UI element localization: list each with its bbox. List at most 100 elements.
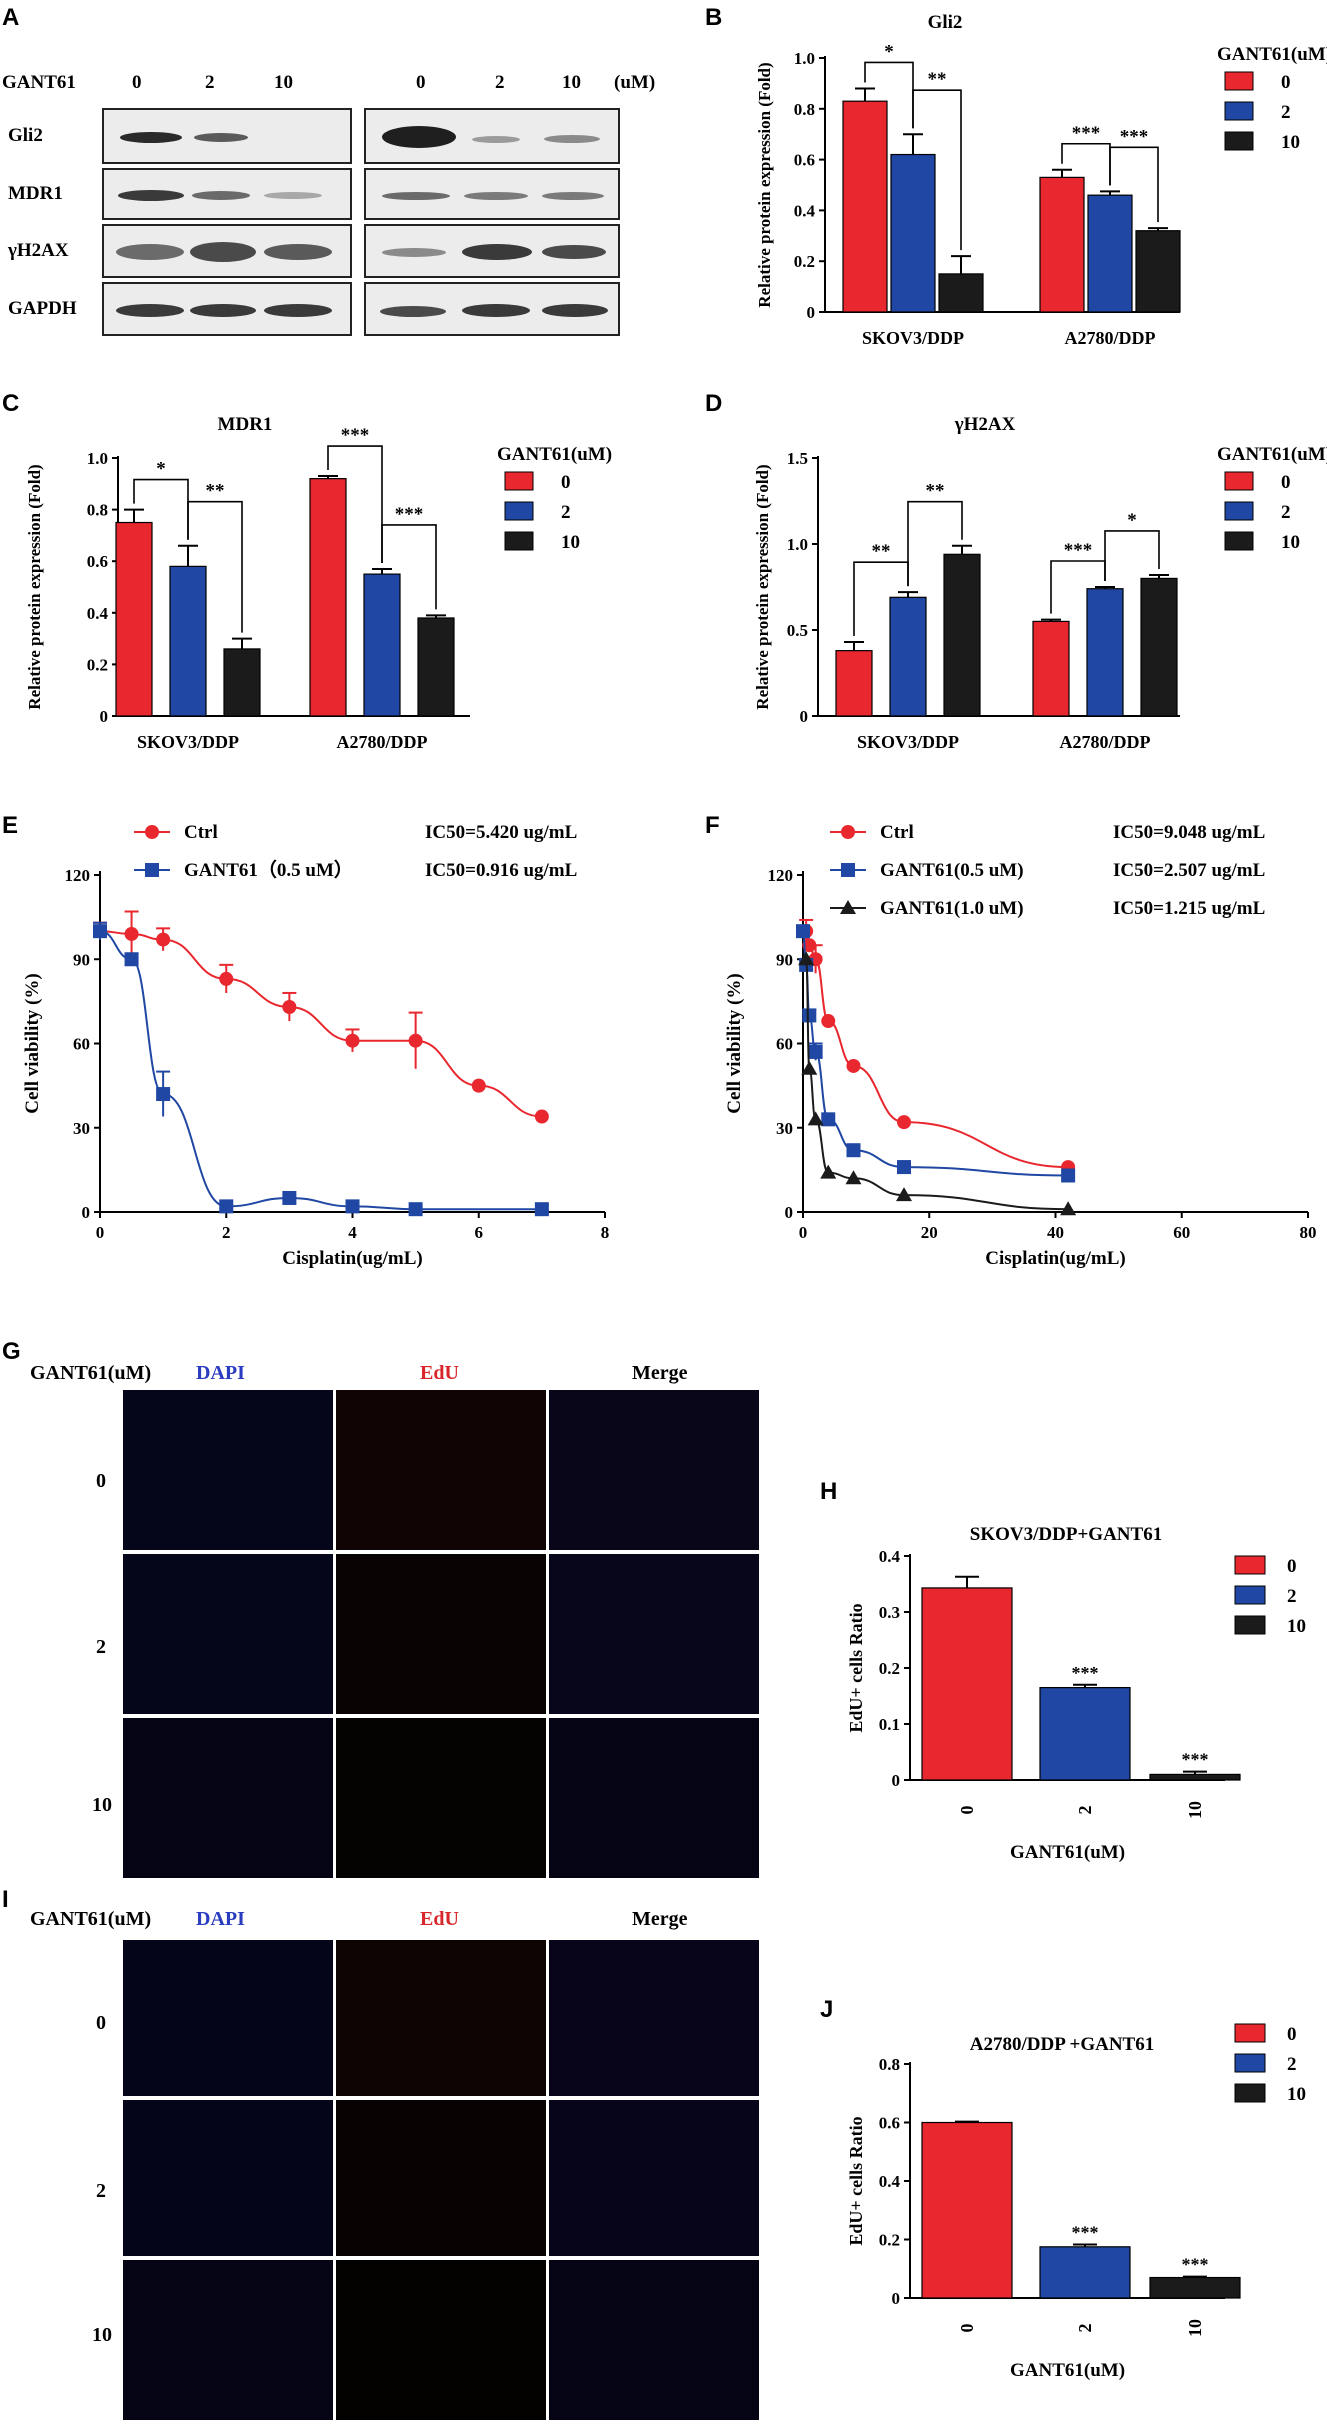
B-ytick-label-2: 0.4 xyxy=(794,201,816,220)
panel-letter-j: J xyxy=(820,1996,834,2023)
E-point-1-3 xyxy=(219,1199,234,1214)
F-point-2-3 xyxy=(820,1164,837,1179)
C-bracket-3 xyxy=(381,524,437,610)
J-ylabel: EdU+ cells Ratio xyxy=(846,2116,866,2245)
B-legend-swatch-2 xyxy=(1224,101,1254,121)
E-ytick-label-0: 0 xyxy=(82,1203,91,1222)
wb-box-gli2-left xyxy=(102,108,352,164)
F-curve-2 xyxy=(805,958,1069,1211)
E-point-0-6 xyxy=(408,1033,423,1048)
i-img-2-edu xyxy=(336,2100,546,2256)
B-sig-2: *** xyxy=(1072,123,1101,144)
B-ytick-label-0: 0 xyxy=(807,303,816,322)
panel-letter-g: G xyxy=(2,1338,21,1365)
D-legend-swatch-2 xyxy=(1224,501,1254,521)
i-col-edu: EdU xyxy=(420,1908,459,1930)
H-sig-2: *** xyxy=(1182,1750,1209,1770)
E-xtick-label-3: 6 xyxy=(475,1223,484,1242)
C-ytick-label-4: 0.8 xyxy=(87,501,108,520)
F-point-2-6 xyxy=(1060,1201,1077,1216)
wb-row-gapdh: GAPDH xyxy=(8,298,77,319)
D-ytick-label-2: 1.0 xyxy=(787,535,808,554)
wb-box-gapdh-left xyxy=(102,282,352,336)
C-ytick-label-3: 0.6 xyxy=(87,552,108,571)
C-sig-1: ** xyxy=(206,481,225,502)
F-ytick-label-1: 30 xyxy=(776,1119,793,1138)
C-bar-skov3ddp-0 xyxy=(115,521,153,717)
D-sig-0: ** xyxy=(872,541,891,562)
C-legend-swatch-10 xyxy=(504,531,534,551)
D-legend-label-0: 0 xyxy=(1281,472,1291,493)
E-point-1-7 xyxy=(534,1202,549,1217)
H-legend-swatch-0 xyxy=(1234,1555,1266,1575)
g-row-header: GANT61(uM) xyxy=(30,1362,152,1384)
B-category-1: A2780/DDP xyxy=(1065,328,1156,348)
panel-letter-b: B xyxy=(705,4,723,31)
g-img-2-merge xyxy=(549,1554,759,1714)
i-img-2-merge xyxy=(549,2100,759,2256)
E-xtick-label-2: 4 xyxy=(348,1223,357,1242)
B-bar-skov3ddp-2 xyxy=(890,153,936,313)
C-bar-a2780ddp-10 xyxy=(417,617,455,717)
D-sig-1: ** xyxy=(926,481,945,502)
C-bracket-1 xyxy=(187,500,243,633)
E-point-1-2 xyxy=(156,1087,171,1102)
C-ylabel: Relative protein expression (Fold) xyxy=(25,464,44,709)
B-sig-3: *** xyxy=(1120,126,1149,147)
E-xtick-label-1: 2 xyxy=(222,1223,231,1242)
E-legend-marker-0 xyxy=(145,825,159,839)
F-point-2-4 xyxy=(845,1170,862,1185)
D-sig-2: *** xyxy=(1064,540,1093,561)
B-ytick-label-4: 0.8 xyxy=(794,100,815,119)
E-point-0-7 xyxy=(471,1078,486,1093)
i-img-0-merge xyxy=(549,1940,759,2096)
B-legend-swatch-0 xyxy=(1224,71,1254,91)
i-img-10-merge xyxy=(549,2260,759,2420)
J-legend-label-2: 2 xyxy=(1287,2054,1297,2075)
panel-letter-f: F xyxy=(705,812,720,839)
C-ytick-label-0: 0 xyxy=(100,707,109,726)
J-sig-2: *** xyxy=(1182,2255,1209,2275)
C-sig-0: * xyxy=(156,459,166,480)
B-ylabel: Relative protein expression (Fold) xyxy=(755,62,774,307)
wb-unit: (uM) xyxy=(614,72,656,93)
E-legend-marker-1 xyxy=(145,863,159,877)
g-img-2-edu xyxy=(336,1554,546,1714)
F-legend-name-1: GANT61(0.5 uM) xyxy=(880,860,1024,881)
F-point-1-3 xyxy=(808,1044,823,1059)
i-row-0: 0 xyxy=(96,2012,106,2034)
i-col-dapi: DAPI xyxy=(196,1908,245,1930)
D-bar-skov3ddp-2 xyxy=(889,596,927,717)
B-bar-a2780ddp-10 xyxy=(1135,230,1181,313)
i-img-2-dapi xyxy=(123,2100,333,2256)
J-ytick-label-2: 0.4 xyxy=(879,2172,901,2191)
J-xtick-label-2: 10 xyxy=(1185,2319,1205,2337)
J-ytick-label-3: 0.6 xyxy=(879,2114,900,2133)
H-ytick-label-0: 0 xyxy=(892,1771,901,1790)
B-bar-skov3ddp-10 xyxy=(938,273,984,313)
wb-dose-4: 0 xyxy=(416,72,426,93)
B-legend-title: GANT61(uM) xyxy=(1217,44,1327,65)
D-ytick-label-0: 0 xyxy=(800,707,809,726)
wb-row-mdr1: MDR1 xyxy=(8,183,63,204)
H-xtick-label-1: 2 xyxy=(1075,1806,1095,1815)
F-xtick-label-3: 60 xyxy=(1173,1223,1190,1242)
F-legend-name-0: Ctrl xyxy=(880,822,914,843)
g-col-dapi: DAPI xyxy=(196,1362,245,1384)
D-ytick-label-1: 0.5 xyxy=(787,621,808,640)
F-point-2-0 xyxy=(798,951,815,966)
g-img-10-edu xyxy=(336,1718,546,1878)
F-point-1-0 xyxy=(796,924,810,939)
wb-box-mdr1-right xyxy=(364,168,620,220)
C-bracket-2 xyxy=(327,445,383,563)
i-img-10-edu xyxy=(336,2260,546,2420)
panel-letter-e: E xyxy=(2,812,19,839)
B-bar-a2780ddp-2 xyxy=(1087,194,1133,313)
i-col-merge: Merge xyxy=(632,1908,688,1930)
C-ytick-label-1: 0.2 xyxy=(87,655,108,674)
D-bar-a2780ddp-10 xyxy=(1140,577,1178,717)
F-point-1-5 xyxy=(846,1143,861,1158)
C-legend-label-2: 2 xyxy=(561,502,571,523)
E-point-0-1 xyxy=(124,926,139,941)
